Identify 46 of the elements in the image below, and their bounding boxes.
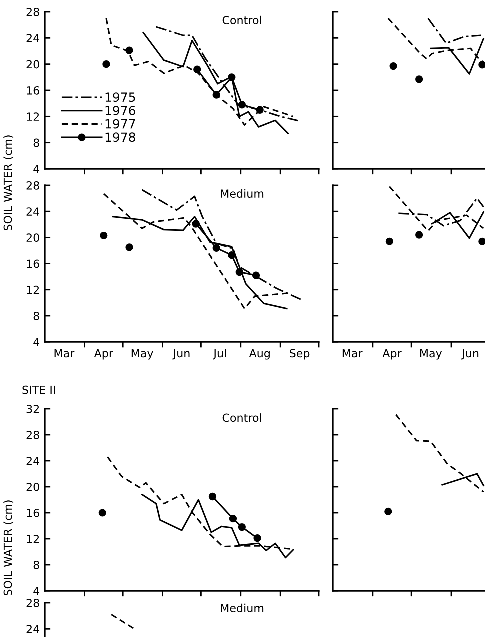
y-tick-label: 24 [26,34,40,42]
x-tick-label: May [420,349,442,360]
y-tick-label: 24 [26,208,40,216]
x-tick-label: Apr [382,349,402,360]
x-tick-label: Apr [94,349,114,360]
legend-label: 1976 [106,106,136,116]
chart-title: Medium [221,604,264,612]
y-tick-label: 20 [26,234,40,242]
y-tick-label: 20 [26,482,40,492]
y-tick-label: 4 [34,338,40,346]
y-tick-label: 4 [34,587,40,596]
legend-label: 1977 [106,119,136,129]
y-tick-label: 12 [27,286,40,294]
y-tick-label: 32 [26,404,40,414]
y-tick-label: 28 [26,430,40,440]
y-tick-label: 12 [27,112,40,121]
x-tick-label: Aug [249,349,270,360]
y-tick-label: 16 [27,260,40,268]
y-tick-label: 28 [26,181,40,190]
y-tick-label: 20 [26,60,40,69]
y-axis-title: SOIL WATER (cm) [4,136,14,231]
y-tick-label: 16 [27,86,40,95]
chart-title: Control [222,414,262,422]
legend-label: 1978 [106,132,136,142]
y-tick-label: 28 [26,8,40,16]
y-tick-label: 28 [26,598,40,608]
y-tick-label: 12 [27,534,40,544]
chart-subtitle: SITE II [22,386,56,394]
y-tick-label: 24 [26,456,40,466]
y-tick-label: 8 [34,312,40,320]
x-tick-label: Mar [54,349,75,358]
y-tick-label: 16 [27,508,40,518]
chart-title: Medium [221,189,264,198]
chart-title: Control [222,16,262,25]
y-tick-label: 8 [34,560,40,570]
x-tick-label: Jun [172,349,190,360]
x-tick-label: Sep [290,349,310,360]
x-tick-label: Jun [462,349,479,360]
y-tick-label: 24 [26,625,40,634]
y-tick-label: 8 [34,138,40,148]
x-tick-label: Jul [213,349,226,360]
y-tick-label: 4 [34,165,40,174]
legend-label: 1975 [106,92,136,102]
x-tick-label: May [132,349,154,360]
y-axis-title: SOIL WATER (cm) [4,500,14,596]
x-tick-label: Mar [342,349,363,358]
